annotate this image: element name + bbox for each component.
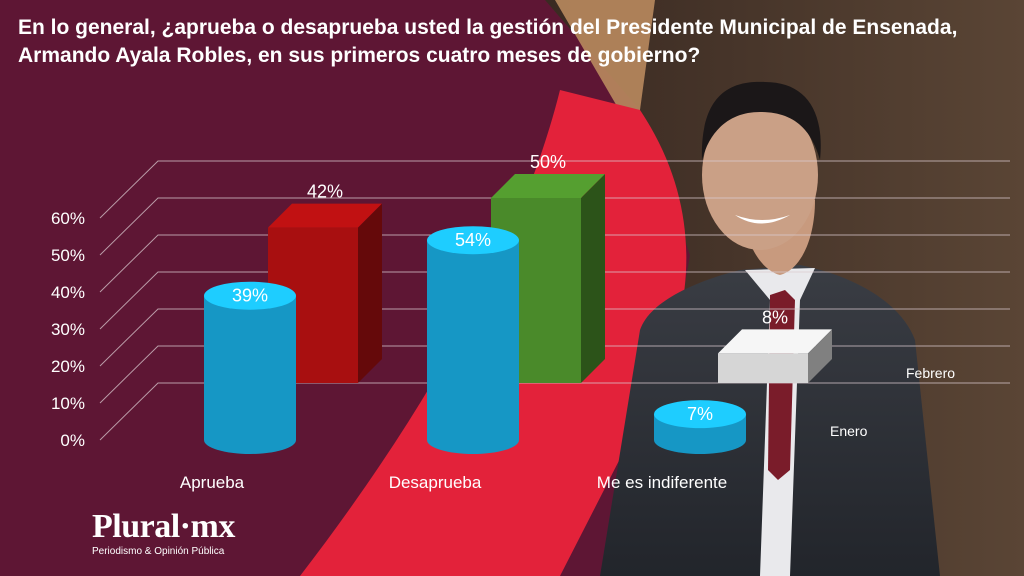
data-label-enero: 39% — [232, 286, 268, 306]
logo-tagline: Periodismo & Opinión Pública — [92, 546, 225, 557]
plural-mx-logo: Plural·mx Periodismo & Opinión Pública — [92, 508, 235, 558]
x-axis-categories: Aprueba Desaprueba Me es indiferente — [180, 473, 727, 492]
y-axis-ticks: 0% 10% 20% 30% 40% 50% 60% — [51, 209, 85, 450]
data-label-febrero: 8% — [762, 307, 788, 327]
portrait-smile — [735, 215, 790, 224]
cylinder-body — [204, 295, 296, 454]
gridline — [99, 197, 1010, 256]
y-tick-label: 60% — [51, 209, 85, 228]
cylinder-top — [427, 226, 519, 255]
bar-side-face — [808, 329, 832, 383]
data-label-enero: 7% — [687, 404, 713, 424]
x-category-label: Aprueba — [180, 473, 245, 492]
bar-enero-2: 54% — [427, 226, 519, 454]
logo-wordmark: Plural·mx — [92, 508, 235, 545]
bar-side-face — [358, 203, 382, 383]
y-tick-label: 0% — [60, 431, 85, 450]
cylinder-top — [654, 400, 746, 429]
data-label-enero: 54% — [455, 230, 491, 250]
bar-front-face — [718, 353, 808, 383]
bar-top-face — [268, 203, 382, 228]
data-label-febrero: 42% — [307, 182, 343, 202]
gold-accent — [555, 0, 655, 120]
y-tick-label: 50% — [51, 246, 85, 265]
y-tick-label: 30% — [51, 320, 85, 339]
portrait-hair — [701, 81, 821, 160]
gridline — [99, 234, 1010, 293]
portrait-face — [702, 100, 818, 250]
gridline — [99, 160, 1010, 219]
cylinder-top — [204, 281, 296, 310]
y-tick-label: 40% — [51, 283, 85, 302]
series-febrero-bars: 42% 50% 8% — [268, 152, 832, 383]
y-tick-label: 10% — [51, 394, 85, 413]
y-tick-label: 20% — [51, 357, 85, 376]
bar-febrero-3: 8% — [718, 307, 832, 383]
series-enero-bars: 39% 54% 7% — [204, 226, 746, 454]
bar-enero-3: 7% — [654, 400, 746, 454]
gridline — [99, 308, 1010, 367]
cylinder-body — [427, 240, 519, 454]
chart-title: En lo general, ¿aprueba o desaprueba ust… — [18, 16, 958, 67]
data-label-febrero: 50% — [530, 152, 566, 172]
x-category-label: Desaprueba — [389, 473, 482, 492]
gridline — [99, 271, 1010, 330]
bar-side-face — [581, 174, 605, 383]
series-name-enero: Enero — [830, 423, 868, 439]
chart-grid — [99, 160, 1010, 441]
legend: Febrero Enero — [830, 365, 955, 439]
series-name-febrero: Febrero — [906, 365, 955, 381]
bar-top-face — [718, 329, 832, 354]
x-category-label: Me es indiferente — [597, 473, 727, 492]
bar-enero-1: 39% — [204, 281, 296, 454]
bar-top-face — [491, 174, 605, 198]
